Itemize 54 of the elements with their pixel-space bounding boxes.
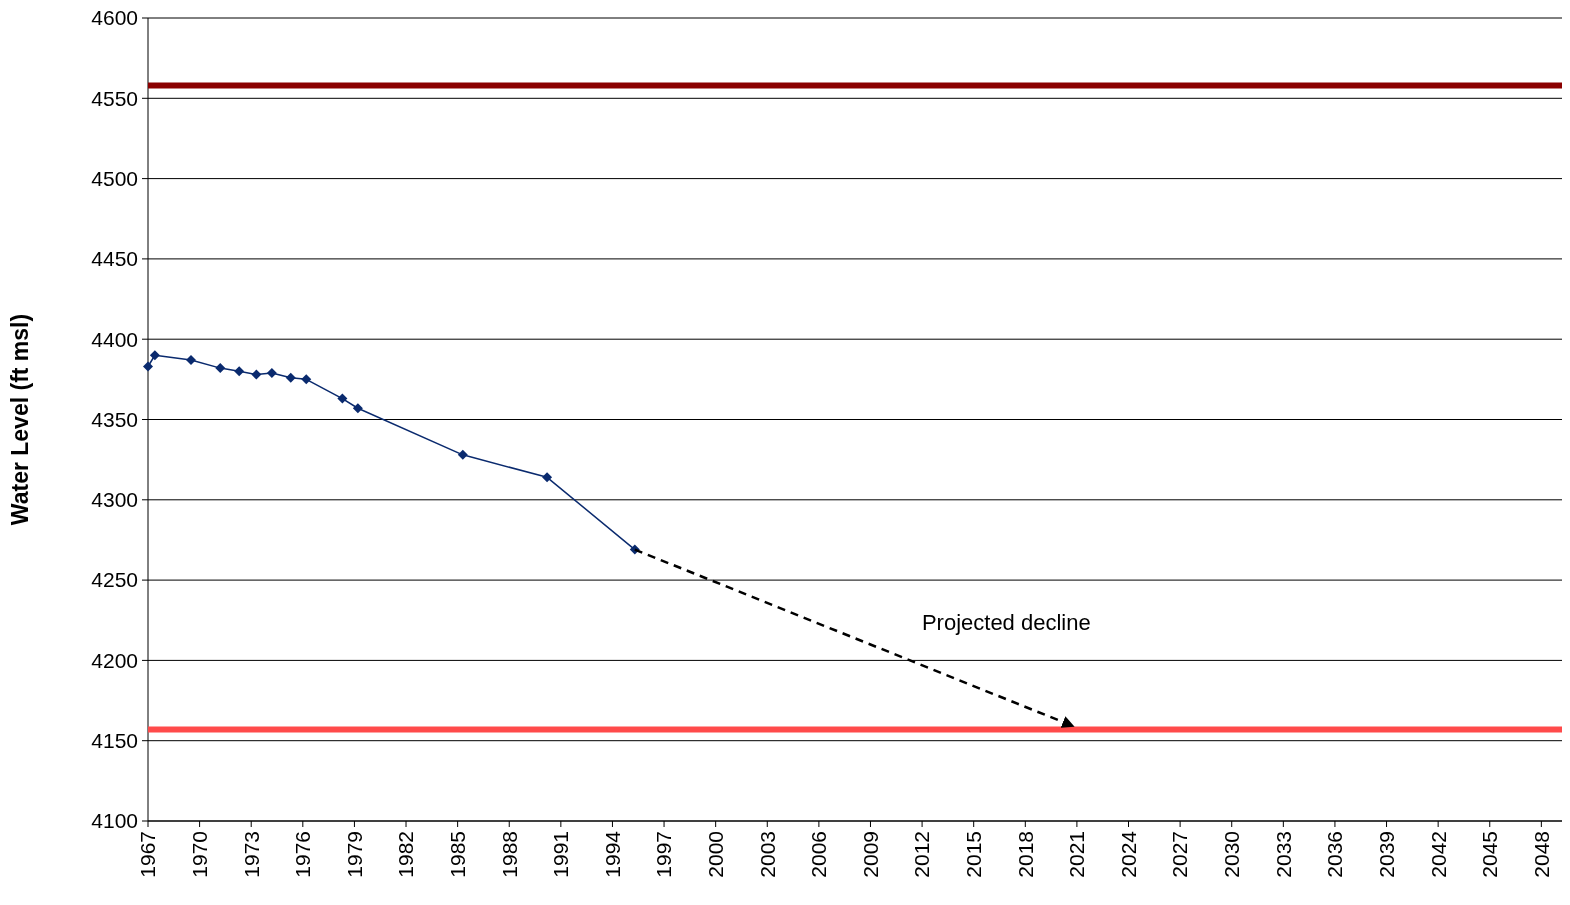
point	[457, 449, 468, 460]
x-tick-label: 1979	[342, 831, 366, 878]
point	[215, 363, 226, 374]
x-tick-label: 1994	[600, 830, 624, 878]
x-tick-label: 1991	[549, 831, 573, 878]
x-tick-label: 2048	[1529, 831, 1553, 878]
x-tick-label: 1970	[187, 831, 211, 878]
x-tick-label: 2018	[1013, 831, 1037, 878]
point	[266, 367, 277, 378]
point	[251, 369, 262, 380]
x-tick-label: 2030	[1220, 831, 1244, 878]
y-tick-label: 4600	[91, 6, 138, 30]
y-tick-label: 4200	[91, 648, 138, 672]
y-tick-label: 4500	[91, 166, 138, 190]
y-tick-label: 4550	[91, 86, 138, 110]
x-tick-label: 2042	[1426, 831, 1450, 878]
x-tick-label: 2033	[1271, 831, 1295, 878]
x-tick-label: 2036	[1323, 831, 1347, 878]
x-tick-label: 2000	[704, 831, 728, 878]
x-tick-label: 2024	[1116, 830, 1140, 878]
x-tick-label: 2003	[755, 831, 779, 878]
point	[143, 361, 153, 372]
x-tick-label: 2021	[1065, 831, 1089, 878]
x-tick-label: 2009	[858, 831, 882, 878]
point	[186, 355, 196, 366]
x-tick-label: 1997	[652, 831, 676, 878]
y-tick-label: 4450	[91, 247, 138, 271]
y-tick-label: 4100	[91, 809, 138, 833]
y-axis-title: Water Level (ft msl)	[7, 313, 33, 526]
x-tick-label: 1982	[394, 831, 418, 878]
point	[285, 372, 296, 383]
x-tick-label: 2012	[910, 831, 934, 878]
x-tick-label: 1985	[445, 831, 469, 878]
point	[352, 403, 363, 414]
x-tick-label: 2045	[1478, 831, 1502, 878]
y-tick-label: 4300	[91, 488, 138, 512]
x-tick-label: 1988	[497, 831, 521, 878]
point	[542, 472, 553, 483]
y-tick-label: 4400	[91, 327, 138, 351]
point	[301, 374, 312, 385]
x-tick-label: 1973	[239, 831, 263, 878]
x-tick-label: 2027	[1168, 831, 1192, 878]
x-tick-label: 2039	[1374, 831, 1398, 878]
x-tick-label: 2006	[807, 831, 831, 878]
y-tick-label: 4350	[91, 407, 138, 431]
point	[149, 350, 160, 361]
point	[234, 366, 245, 377]
x-tick-label: 1967	[136, 831, 160, 878]
y-tick-label: 4250	[91, 568, 138, 592]
annotation: Projected decline	[921, 610, 1091, 636]
y-tick-label: 4150	[91, 729, 138, 753]
x-tick-label: 1976	[291, 831, 315, 878]
point	[337, 393, 348, 404]
x-tick-label: 2015	[962, 831, 986, 878]
